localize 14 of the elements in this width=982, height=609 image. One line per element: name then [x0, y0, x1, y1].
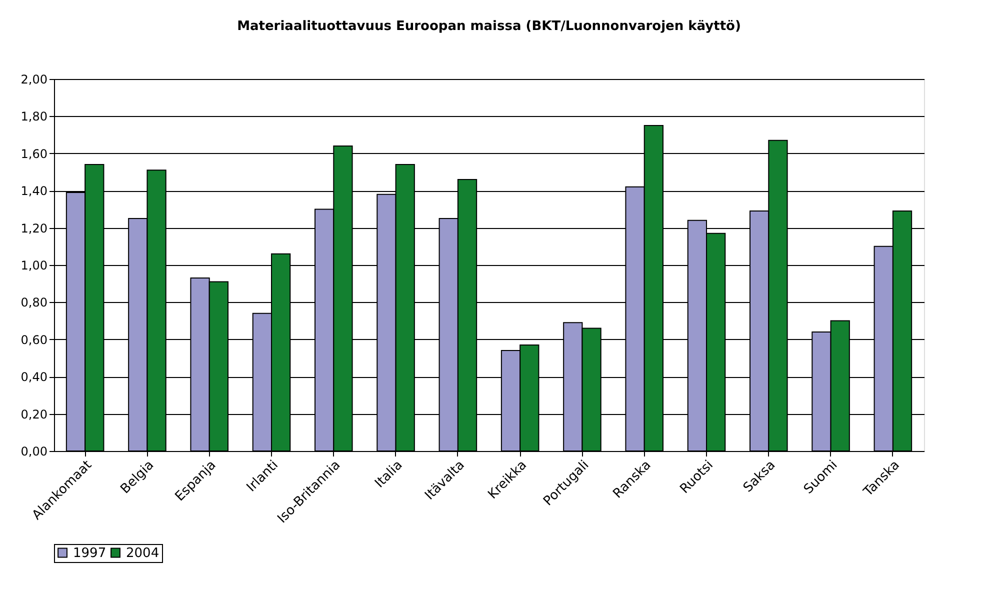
y-tick-label: 2,00	[20, 72, 48, 86]
y-tick-label: 0,40	[20, 370, 48, 384]
y-tick-label: 1,80	[20, 110, 48, 124]
y-tick-label: 0,00	[20, 444, 48, 458]
y-tick-label: 1,00	[20, 258, 48, 272]
legend-label: 1997	[73, 546, 106, 561]
y-tick-label: 0,80	[20, 296, 48, 310]
chart-title: Materiaalituottavuus Euroopan maissa (BKT/Luonnonvarojen käyttö)	[237, 19, 741, 34]
y-tick-label: 1,40	[20, 184, 48, 198]
y-tick-label: 1,60	[20, 146, 48, 161]
y-tick-label: 0,60	[20, 332, 48, 347]
legend-label: 2004	[126, 546, 160, 561]
y-tick-label: 0,20	[20, 407, 48, 422]
y-tick-label: 1,20	[20, 221, 48, 236]
